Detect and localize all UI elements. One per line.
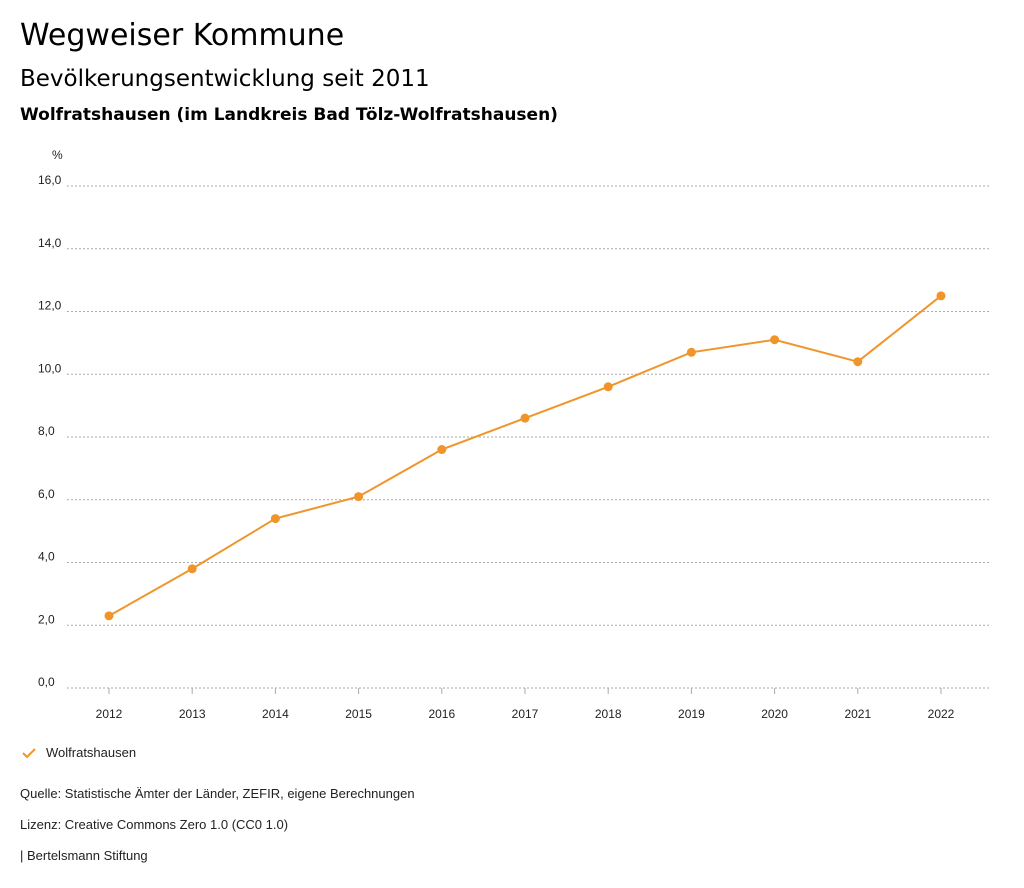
y-tick-label: 16,0 <box>38 173 62 187</box>
data-point-2016[interactable] <box>437 445 447 455</box>
x-tick-label: 2019 <box>678 707 705 721</box>
y-tick-label: 8,0 <box>38 424 55 438</box>
x-tick-label: 2021 <box>844 707 871 721</box>
x-tick-label: 2012 <box>96 707 123 721</box>
series-line-wolfratshausen <box>108 295 942 617</box>
data-point-2018[interactable] <box>603 382 613 392</box>
data-point-2017[interactable] <box>520 413 530 423</box>
data-point-2015[interactable] <box>354 492 364 502</box>
y-tick-label: 4,0 <box>38 550 55 564</box>
x-tick-label: 2022 <box>928 707 955 721</box>
y-tick-label: 0,0 <box>38 675 55 689</box>
data-point-2020[interactable] <box>770 335 780 345</box>
legend-item-wolfratshausen[interactable]: Wolfratshausen <box>22 745 136 760</box>
y-tick-label: 14,0 <box>38 236 62 250</box>
x-tick-label: 2020 <box>761 707 788 721</box>
y-axis-unit: % <box>52 148 63 162</box>
line-chart: % 0,0 2,0 4,0 6,0 8,0 10,0 12,0 14,0 16,0 2012 20… <box>38 148 990 721</box>
legend-label: Wolfratshausen <box>46 745 137 760</box>
x-tick-label: 2016 <box>428 707 455 721</box>
chart-title: Bevölkerungsentwicklung seit 2011 <box>20 66 430 92</box>
license-note: Lizenz: Creative Commons Zero 1.0 (CC0 1… <box>20 817 289 832</box>
x-tick-label: 2014 <box>262 707 289 721</box>
y-tick-label: 6,0 <box>38 487 55 501</box>
x-tick-label: 2013 <box>179 707 206 721</box>
publisher-note: | Bertelsmann Stiftung <box>20 848 148 863</box>
data-point-2022[interactable] <box>936 291 946 301</box>
check-icon <box>22 747 36 758</box>
x-tick-label: 2018 <box>595 707 622 721</box>
y-tick-label: 12,0 <box>38 299 62 313</box>
region-title: Wolfratshausen (im Landkreis Bad Tölz-Wo… <box>20 105 558 125</box>
data-point-2012[interactable] <box>104 611 114 621</box>
x-tick-label: 2017 <box>512 707 539 721</box>
data-point-2021[interactable] <box>853 357 863 367</box>
data-point-2014[interactable] <box>270 514 280 524</box>
y-tick-label: 10,0 <box>38 361 62 375</box>
source-note: Quelle: Statistische Ämter der Länder, Z… <box>20 786 415 801</box>
y-tick-label: 2,0 <box>38 612 55 626</box>
data-point-2019[interactable] <box>686 347 696 357</box>
app-title: Wegweiser Kommune <box>20 18 345 53</box>
data-point-2013[interactable] <box>187 564 197 574</box>
x-tick-label: 2015 <box>345 707 372 721</box>
